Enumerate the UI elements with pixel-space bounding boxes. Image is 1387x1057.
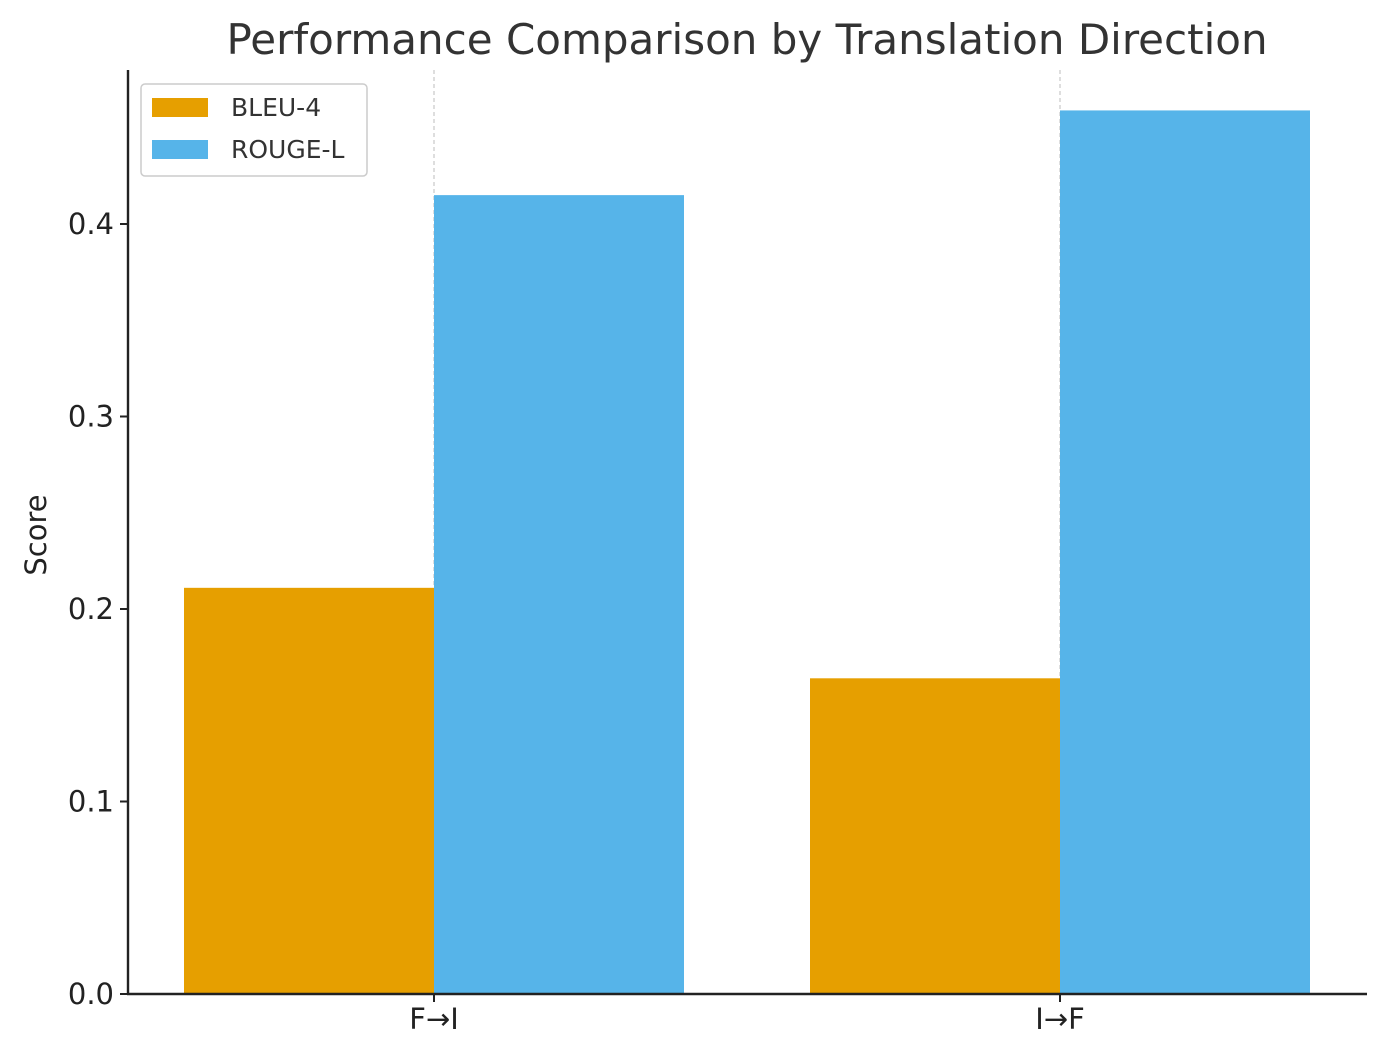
x-ticks: F→I I→F xyxy=(409,994,1085,1036)
bar-rouge-l-1 xyxy=(1060,110,1310,995)
bar-bleu-4-1 xyxy=(810,678,1060,994)
y-tick-label: 0.1 xyxy=(68,785,114,819)
y-axis-label: Score xyxy=(19,494,53,575)
legend-label: BLEU-4 xyxy=(231,93,321,122)
legend: BLEU-4 ROUGE-L xyxy=(140,83,368,177)
bar-bleu-4-0 xyxy=(184,587,434,994)
x-tick-label: F→I xyxy=(409,1002,459,1036)
bar-rouge-l-0 xyxy=(434,195,684,994)
chart-title: Performance Comparison by Translation Di… xyxy=(226,15,1267,64)
y-ticks: 0.0 0.1 0.2 0.3 0.4 xyxy=(68,207,128,1011)
y-tick-label: 0.4 xyxy=(68,207,114,241)
legend-swatch xyxy=(152,98,208,117)
y-tick-label: 0.3 xyxy=(68,400,114,434)
bars xyxy=(184,110,1310,995)
y-tick-label: 0.2 xyxy=(68,592,114,626)
legend-label: ROUGE-L xyxy=(231,135,345,164)
legend-swatch xyxy=(152,140,208,159)
y-tick-label: 0.0 xyxy=(68,977,114,1011)
x-tick-label: I→F xyxy=(1035,1002,1085,1036)
